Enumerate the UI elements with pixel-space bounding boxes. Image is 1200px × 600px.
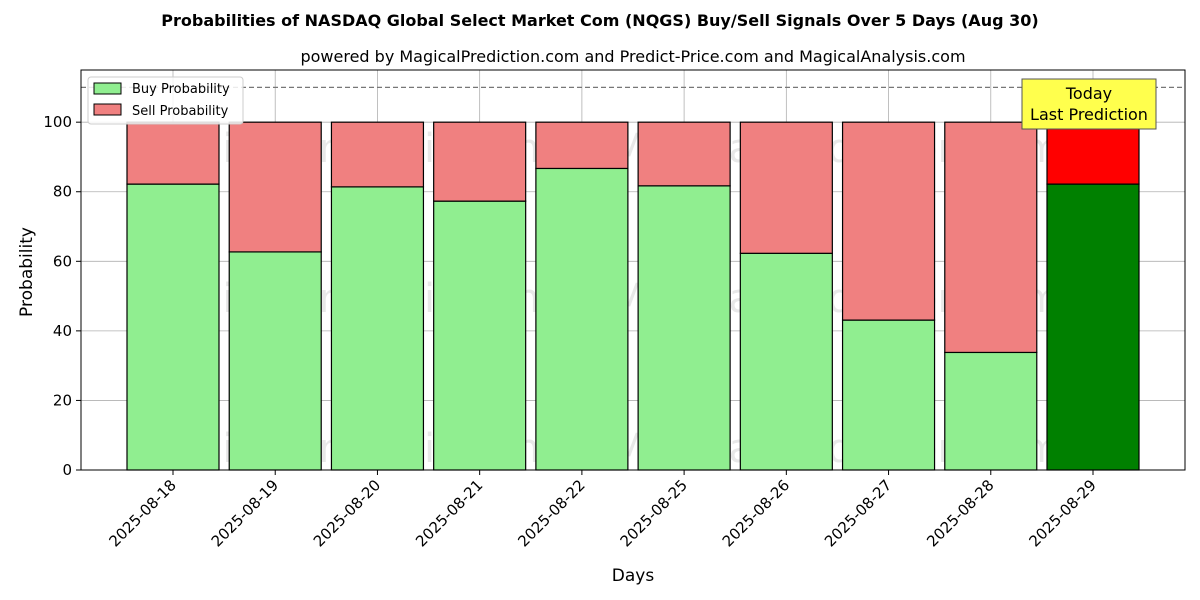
plot-frame [80,69,1186,471]
y-tick-label-0: 0 [62,461,72,479]
bar-buy-2025-08-28 [944,351,1038,471]
y-tick-label-5: 100 [43,113,72,131]
x-tick-label-2025-08-25: 2025-08-25 [617,476,691,550]
bar-buy-2025-08-27 [841,319,936,471]
bar-sell-2025-08-29 [1046,121,1140,185]
legend: Buy Probability Sell Probability [87,76,244,125]
legend-label-sell: Sell Probability [132,104,229,119]
today-annotation: Today Last Prediction [1021,78,1157,130]
chart-subtitle: powered by MagicalPrediction.com and Pre… [300,47,965,66]
bar-sell-2025-08-18 [126,121,220,185]
x-axis-label: Days [612,566,655,586]
x-tick-label-2025-08-29: 2025-08-29 [1025,476,1099,550]
bar-buy-2025-08-19 [228,251,322,471]
x-tick-label-2025-08-26: 2025-08-26 [719,476,793,550]
y-axis-ticks: 0 20 40 60 80 100 [43,113,81,479]
x-tick-label-2025-08-18: 2025-08-18 [105,476,179,550]
bar-buy-2025-08-29 [1046,183,1140,471]
annotation-line2: Last Prediction [1030,105,1148,124]
bar-sell-2025-08-25 [637,121,731,187]
x-tick-label-2025-08-28: 2025-08-28 [923,476,997,550]
annotation-box [1021,78,1157,130]
bar-sell-2025-08-27 [841,121,936,321]
y-tick-label-3: 60 [53,252,72,270]
bar-buy-2025-08-26 [739,252,833,471]
y-tick-label-1: 20 [53,391,72,409]
legend-swatch-buy [93,82,122,95]
legend-box [87,76,244,125]
bar-sell-2025-08-19 [228,121,322,253]
bar-buy-2025-08-20 [330,186,425,471]
x-tick-label-2025-08-22: 2025-08-22 [514,476,588,550]
bar-sell-2025-08-20 [330,121,425,188]
bar-sell-2025-08-28 [944,121,1038,354]
chart-title: Probabilities of NASDAQ Global Select Ma… [161,11,1038,30]
x-axis-ticks: 2025-08-18 2025-08-19 2025-08-20 2025-08-21… [105,470,1100,550]
legend-swatch-sell [93,103,122,116]
bar-buy-2025-08-25 [637,185,731,471]
bar-buy-2025-08-22 [535,167,629,471]
bar-sell-2025-08-22 [535,121,629,170]
bar-buy-2025-08-21 [433,200,527,471]
annotation-line1: Today [1065,84,1112,103]
bars [126,121,1140,471]
x-tick-label-2025-08-27: 2025-08-27 [821,476,895,550]
y-axis-label: Probability [17,227,37,317]
y-tick-label-4: 80 [53,183,72,201]
y-tick-label-2: 40 [53,322,72,340]
x-tick-label-2025-08-21: 2025-08-21 [412,476,486,550]
x-tick-label-2025-08-20: 2025-08-20 [310,476,384,550]
bar-buy-2025-08-18 [126,183,220,471]
bar-sell-2025-08-21 [433,121,527,202]
legend-label-buy: Buy Probability [132,82,230,97]
bar-sell-2025-08-26 [739,121,833,254]
x-tick-label-2025-08-19: 2025-08-19 [208,476,282,550]
